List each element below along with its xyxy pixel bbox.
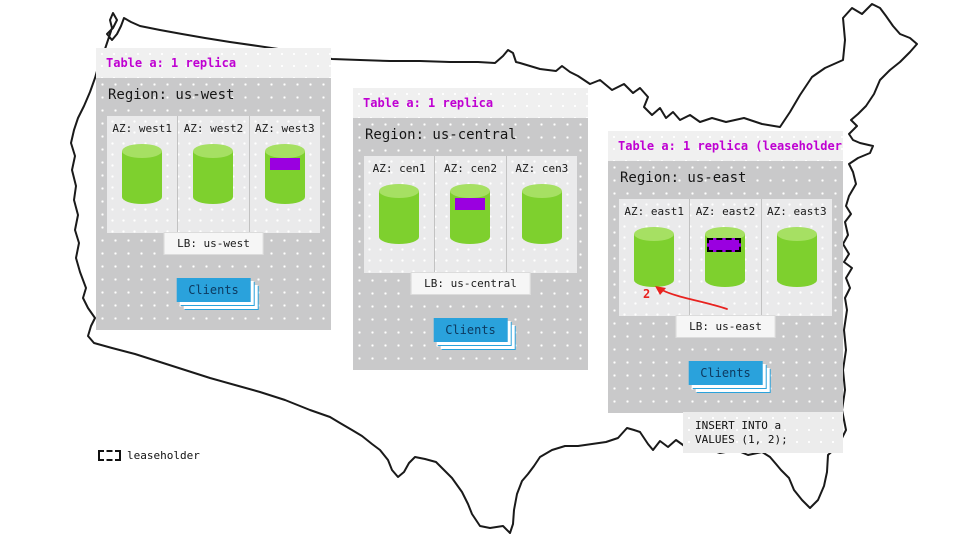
- az-container: AZ: west1 AZ: west2 AZ: west3: [107, 116, 320, 233]
- database-cylinder-icon: [776, 226, 818, 288]
- az-column-west1: AZ: west1: [107, 116, 177, 233]
- az-label: AZ: west1: [112, 122, 172, 135]
- region-panel-us-central: Table a: 1 replica Region: us-central AZ…: [353, 88, 588, 370]
- database-cylinder-icon: [449, 183, 491, 245]
- clients-box: Clients: [176, 278, 251, 302]
- load-balancer-box: LB: us-central: [410, 272, 531, 295]
- region-panel-us-east: Table a: 1 replica (leaseholder) Region:…: [608, 131, 843, 413]
- region-panel-body: Region: us-central AZ: cen1 AZ: cen2: [353, 118, 588, 370]
- region-panel-us-west: Table a: 1 replica Region: us-west AZ: w…: [96, 48, 331, 330]
- az-label: AZ: east3: [767, 205, 827, 218]
- leaseholder-replica-marker: [707, 238, 742, 252]
- sql-line-2: VALUES (1, 2);: [695, 433, 788, 446]
- leaseholder-legend: leaseholder: [98, 449, 200, 462]
- replica-marker: [269, 158, 300, 170]
- az-column-east2: AZ: east2: [689, 199, 760, 316]
- sql-line-1: INSERT INTO a: [695, 419, 782, 432]
- az-column-cen2: AZ: cen2: [434, 156, 505, 273]
- sql-insert-note: INSERT INTO a VALUES (1, 2);: [683, 412, 843, 453]
- az-label: AZ: west2: [183, 122, 244, 135]
- database-cylinder-icon: [121, 143, 163, 205]
- az-container: AZ: cen1 AZ: cen2 AZ: cen3: [364, 156, 577, 273]
- load-balancer-box: LB: us-west: [163, 232, 264, 255]
- clients-box: Clients: [433, 318, 508, 342]
- database-cylinder-icon: [192, 143, 234, 205]
- az-label: AZ: east1: [624, 205, 684, 218]
- region-title: Region: us-east: [620, 170, 747, 186]
- az-container: AZ: east1 AZ: east2 AZ: east3: [619, 199, 832, 316]
- az-label: AZ: cen1: [372, 162, 426, 175]
- az-column-west3: AZ: west3: [248, 116, 320, 233]
- database-cylinder-icon: [378, 183, 420, 245]
- leaseholder-swatch-icon: [98, 450, 121, 461]
- database-cylinder-icon: [704, 226, 746, 288]
- az-label: AZ: east2: [695, 205, 756, 218]
- replica-marker: [455, 198, 486, 210]
- database-cylinder-icon: [633, 226, 675, 288]
- az-column-cen1: AZ: cen1: [364, 156, 434, 273]
- load-balancer-box: LB: us-east: [675, 315, 776, 338]
- az-label: AZ: west3: [255, 122, 315, 135]
- clients-box: Clients: [688, 361, 763, 385]
- database-cylinder-icon: [264, 143, 306, 205]
- step-2-label: 2: [643, 287, 651, 301]
- table-replica-header: Table a: 1 replica: [353, 88, 588, 118]
- region-panel-body: Region: us-east AZ: east1 AZ: east2: [608, 161, 843, 413]
- table-replica-header: Table a: 1 replica (leaseholder): [608, 131, 843, 161]
- region-title: Region: us-west: [108, 87, 235, 103]
- table-replica-header: Table a: 1 replica: [96, 48, 331, 78]
- legend-label: leaseholder: [127, 449, 200, 462]
- az-column-west2: AZ: west2: [177, 116, 248, 233]
- az-column-cen3: AZ: cen3: [505, 156, 577, 273]
- az-column-east3: AZ: east3: [760, 199, 832, 316]
- az-label: AZ: cen3: [515, 162, 569, 175]
- az-column-east1: AZ: east1: [619, 199, 689, 316]
- region-panel-body: Region: us-west AZ: west1 AZ: west2 AZ: …: [96, 78, 331, 330]
- az-label: AZ: cen2: [444, 162, 497, 175]
- database-cylinder-icon: [521, 183, 563, 245]
- region-title: Region: us-central: [365, 127, 517, 143]
